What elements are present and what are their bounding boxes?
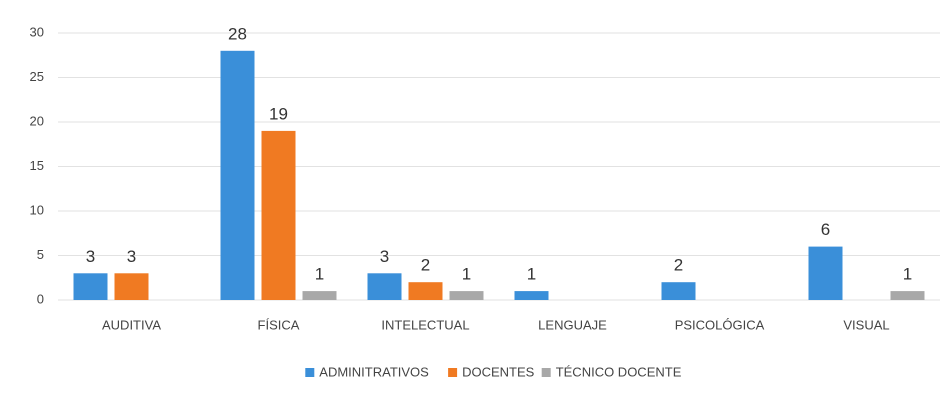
data-label: 1 [462,265,471,284]
y-tick-label: 15 [30,158,44,173]
bar [449,291,484,300]
data-label: 1 [315,265,324,284]
x-tick-label: PSICOLÓGICA [675,317,765,332]
bar [367,273,402,300]
x-tick-label: FÍSICA [258,317,300,332]
data-label: 3 [86,247,95,266]
x-tick-label: VISUAL [843,317,889,332]
x-tick-label: AUDITIVA [102,317,161,332]
x-tick-label: LENGUAJE [538,317,607,332]
data-label: 2 [421,256,430,275]
legend-label: TÉCNICO DOCENTE [556,364,682,379]
data-label: 28 [228,24,247,43]
data-label: 3 [127,247,136,266]
x-tick-label: INTELECTUAL [381,317,469,332]
data-label: 1 [527,265,536,284]
legend-swatch [305,368,315,377]
y-tick-label: 5 [37,247,44,262]
data-label: 2 [674,256,683,275]
legend-swatch [448,368,458,377]
legend-label: ADMINITRATIVOS [319,364,429,379]
y-tick-label: 25 [30,69,44,84]
data-label: 1 [903,265,912,284]
bar [261,130,296,300]
legend-label: DOCENTES [462,364,535,379]
bar [114,273,149,300]
data-label: 3 [380,247,389,266]
bar [661,282,696,300]
y-tick-label: 30 [30,24,44,39]
bar [73,273,108,300]
y-tick-label: 0 [37,291,44,306]
y-tick-label: 10 [30,202,44,217]
bar [514,291,549,300]
bar [890,291,925,300]
y-tick-label: 20 [30,113,44,128]
data-label: 6 [821,220,830,239]
bar [808,246,843,300]
bar [302,291,337,300]
legend-swatch [541,368,551,377]
bar [408,282,443,300]
data-label: 19 [269,104,288,123]
bar [220,50,255,300]
